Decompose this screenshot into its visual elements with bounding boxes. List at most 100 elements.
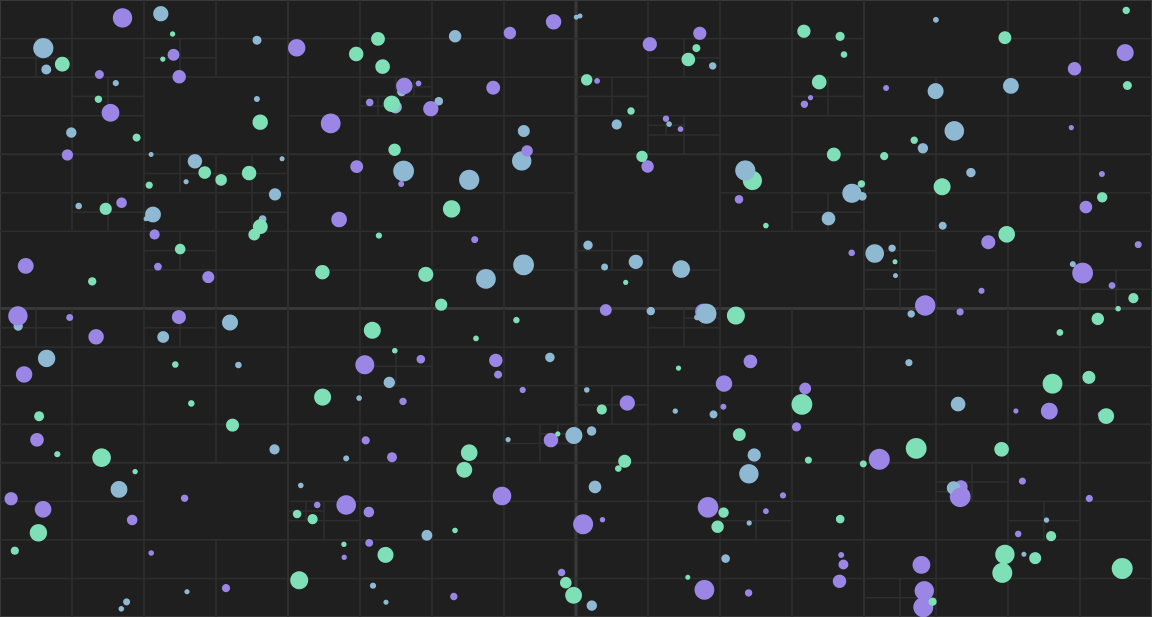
dot	[1098, 171, 1105, 177]
dot	[543, 432, 559, 448]
dot	[950, 396, 966, 412]
dot	[355, 355, 375, 375]
dot	[54, 56, 70, 72]
dot	[938, 221, 947, 230]
dot	[492, 486, 512, 506]
dot	[1042, 373, 1063, 394]
dot	[54, 451, 61, 458]
dot	[835, 514, 845, 524]
dot	[187, 154, 203, 169]
dot	[978, 287, 985, 294]
dot	[177, 313, 185, 321]
dot	[998, 226, 1015, 243]
dot	[363, 321, 381, 339]
dot	[601, 263, 609, 271]
dot	[132, 468, 138, 475]
dot	[202, 271, 215, 284]
dot	[1072, 262, 1093, 284]
dot	[371, 32, 385, 46]
dot	[1097, 192, 1108, 203]
dot	[393, 160, 414, 182]
dot	[252, 114, 268, 130]
dot	[721, 554, 730, 563]
dot	[565, 586, 582, 604]
dot	[857, 180, 866, 188]
dot	[356, 395, 362, 401]
dot	[361, 436, 370, 445]
dot	[1043, 517, 1050, 523]
dot	[715, 375, 733, 392]
dot	[396, 77, 413, 95]
dot	[838, 552, 845, 558]
dot	[994, 442, 1009, 457]
dot	[577, 13, 583, 19]
dot	[375, 59, 390, 74]
dot	[180, 494, 189, 502]
dot	[893, 273, 898, 279]
dot	[188, 400, 195, 407]
dot	[734, 195, 744, 204]
dot	[840, 51, 848, 58]
dot	[94, 70, 104, 79]
dot	[148, 152, 154, 157]
dot	[387, 452, 397, 463]
dot	[618, 454, 632, 468]
dot	[235, 361, 242, 369]
dot	[599, 517, 606, 523]
dot	[101, 103, 120, 122]
dot	[1018, 477, 1026, 485]
dot	[157, 331, 170, 343]
dot	[573, 514, 594, 535]
dot	[336, 495, 357, 515]
dot	[966, 167, 976, 178]
dot	[369, 582, 377, 589]
dot	[423, 101, 439, 117]
dot	[61, 149, 73, 161]
dot	[848, 249, 855, 257]
dot	[521, 145, 533, 157]
dot	[804, 456, 812, 464]
dot	[912, 556, 931, 574]
dot	[672, 408, 678, 414]
dot	[123, 598, 131, 606]
dot	[494, 370, 503, 379]
dot	[143, 216, 149, 222]
dot	[126, 514, 138, 526]
dot	[865, 244, 884, 263]
dot	[709, 62, 717, 70]
dot	[1056, 329, 1064, 336]
dot	[418, 266, 434, 282]
dot	[672, 260, 690, 278]
dot	[826, 147, 841, 162]
dot	[513, 316, 520, 324]
dot	[456, 461, 473, 478]
dot	[476, 269, 496, 289]
dot	[88, 277, 97, 286]
dot	[927, 83, 944, 100]
dot	[252, 35, 262, 45]
dot	[160, 56, 166, 62]
dot	[726, 306, 745, 325]
dot	[132, 133, 141, 142]
dot	[693, 26, 707, 40]
dot	[268, 188, 282, 201]
dot	[694, 579, 715, 600]
dot	[907, 310, 915, 318]
dot	[307, 514, 318, 525]
dot	[797, 24, 811, 38]
dot	[503, 26, 517, 40]
dot	[1085, 494, 1093, 503]
dot	[1079, 200, 1093, 214]
dot	[298, 482, 304, 489]
dot	[922, 305, 927, 311]
dot	[30, 433, 44, 447]
dot	[981, 235, 996, 250]
dot	[434, 96, 444, 106]
dot	[677, 126, 684, 132]
dot	[314, 388, 332, 406]
dot	[583, 240, 593, 250]
dot	[811, 74, 827, 90]
dot	[956, 308, 964, 316]
dot	[950, 487, 970, 506]
dot	[800, 100, 809, 109]
